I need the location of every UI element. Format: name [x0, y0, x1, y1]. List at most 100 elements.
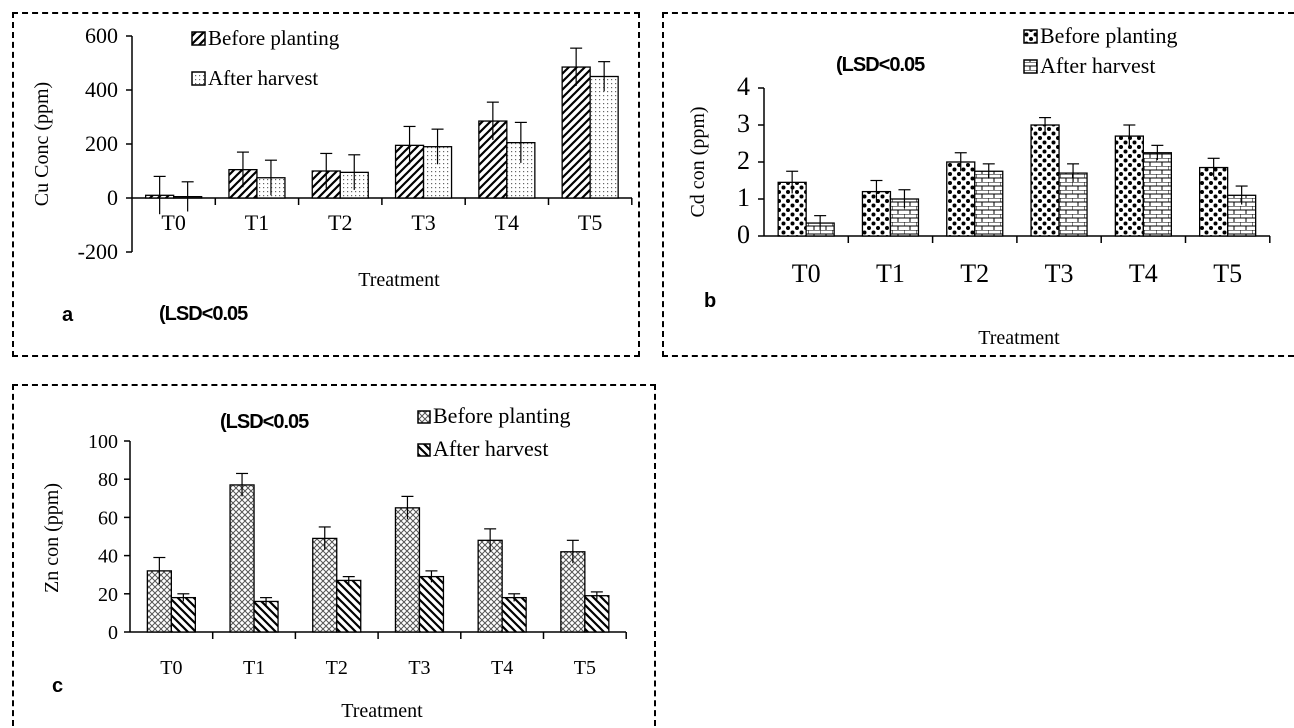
- bar-crosshatch: [312, 537, 338, 633]
- bar-diag-back: [336, 579, 362, 633]
- bar-polka: [1030, 124, 1060, 237]
- error-bar: [486, 101, 499, 140]
- error-bar: [598, 61, 611, 92]
- legend-swatch: [1023, 59, 1038, 74]
- chart-panel-a: -200 0 200 400 600 T0 T1 T2 T3 T4 T5 Treatment Cu Co…: [12, 12, 640, 357]
- x-tick-label: T1: [243, 657, 265, 679]
- lsd-annotation: (LSD<0.05: [220, 411, 309, 433]
- bar-crosshatch: [560, 551, 586, 633]
- x-tick-label: T4: [495, 210, 519, 235]
- y-tick-label: 600: [85, 23, 118, 48]
- error-bar: [403, 125, 416, 165]
- legend-swatch: [417, 410, 431, 424]
- legend-label: After harvest: [1040, 53, 1155, 78]
- bar-diag-back: [501, 596, 527, 633]
- legend-label: Before planting: [1040, 23, 1177, 48]
- x-tick-label: T1: [245, 210, 269, 235]
- bar-diag-fwd: [561, 66, 591, 199]
- x-tick-label: T2: [328, 210, 352, 235]
- bar-polka: [1114, 135, 1145, 237]
- y-tick-label: 100: [88, 431, 118, 453]
- y-tick-label: 40: [98, 546, 118, 568]
- error-bar: [1151, 144, 1164, 161]
- error-bar: [318, 526, 331, 550]
- bar-crosshatch: [229, 484, 255, 633]
- y-tick-label: 2: [737, 146, 750, 175]
- error-bar: [342, 576, 355, 585]
- error-bar: [484, 528, 497, 552]
- x-axis-title: Treatment: [358, 269, 440, 291]
- y-tick-label: 400: [85, 77, 118, 102]
- chart-b: 0 1 2 3 4 T0 T1 T2 T3 T4 T5 Treatment Cd con (ppm) Be…: [687, 23, 1271, 349]
- bar-diag-back: [584, 595, 610, 633]
- error-bar: [514, 121, 527, 163]
- error-bar: [570, 47, 583, 86]
- y-tick-label: 0: [107, 185, 118, 210]
- error-bar: [401, 495, 414, 520]
- bar-dots: [589, 75, 619, 199]
- error-bar: [181, 181, 194, 212]
- error-bar: [260, 597, 273, 606]
- x-tick-label: T0: [792, 259, 821, 288]
- error-bar: [982, 163, 995, 179]
- panel-label: a: [62, 304, 74, 326]
- chart-c: 0 20 40 60 80 100 T0 T1 T2 T3 T4 T5 Treatment Zn con …: [41, 403, 627, 722]
- x-tick-label: T1: [876, 259, 905, 288]
- error-bar: [320, 152, 333, 189]
- legend-swatch: [191, 71, 206, 86]
- x-tick-label: T5: [574, 657, 596, 679]
- y-tick-label: 60: [98, 507, 118, 529]
- bar-crosshatch: [477, 539, 503, 633]
- bar-brick: [1142, 152, 1173, 237]
- legend-label: Before planting: [208, 26, 340, 50]
- error-bar: [425, 570, 438, 583]
- y-tick-label: 0: [108, 622, 118, 644]
- error-bar: [431, 128, 444, 165]
- y-axis-title: Zn con (ppm): [41, 483, 63, 593]
- error-bar: [898, 189, 911, 209]
- legend-swatch: [417, 443, 431, 457]
- y-tick-label: 4: [737, 72, 750, 101]
- bar-polka: [1199, 166, 1229, 237]
- panel-label: b: [704, 290, 716, 312]
- error-bar: [236, 472, 249, 497]
- bar-brick: [1058, 172, 1088, 237]
- x-tick-label: T3: [408, 657, 430, 679]
- error-bar: [786, 170, 799, 194]
- x-tick-label: T5: [1213, 259, 1242, 288]
- legend-label: After harvest: [208, 66, 318, 90]
- y-tick-label: 20: [98, 584, 118, 606]
- x-tick-label: T2: [960, 259, 989, 288]
- legend-label: Before planting: [433, 403, 570, 428]
- x-axis-title: Treatment: [978, 327, 1060, 349]
- error-bar: [236, 151, 249, 188]
- error-bar: [566, 539, 579, 564]
- error-bar: [1207, 157, 1220, 177]
- error-bar: [1235, 185, 1248, 205]
- x-axis-title: Treatment: [341, 700, 423, 722]
- bar-polka: [946, 161, 976, 237]
- x-tick-label: T4: [1129, 259, 1158, 288]
- y-axis-title: Cd con (ppm): [687, 106, 709, 217]
- y-tick-label: -200: [78, 239, 118, 264]
- error-bar: [1123, 124, 1136, 148]
- lsd-annotation: (LSD<0.05: [159, 303, 248, 325]
- x-tick-label: T3: [1045, 259, 1074, 288]
- y-tick-label: 0: [737, 220, 750, 249]
- legend-swatch: [1023, 29, 1038, 44]
- legend-label: After harvest: [433, 436, 548, 461]
- error-bar: [954, 152, 967, 172]
- error-bar: [870, 179, 883, 203]
- error-bar: [153, 556, 166, 585]
- bar-diag-back: [418, 575, 445, 633]
- error-bar: [348, 154, 361, 190]
- panel-label: c: [52, 675, 63, 697]
- x-tick-label: T0: [160, 657, 182, 679]
- error-bar: [153, 175, 166, 215]
- bar-crosshatch: [394, 507, 421, 633]
- lsd-annotation: (LSD<0.05: [836, 54, 925, 76]
- chart-panel-b: 0 1 2 3 4 T0 T1 T2 T3 T4 T5 Treatment Cd con (ppm) Be…: [662, 12, 1294, 357]
- y-axis-title: Cu Conc (ppm): [31, 82, 53, 206]
- y-tick-label: 200: [85, 131, 118, 156]
- x-tick-label: T4: [491, 657, 513, 679]
